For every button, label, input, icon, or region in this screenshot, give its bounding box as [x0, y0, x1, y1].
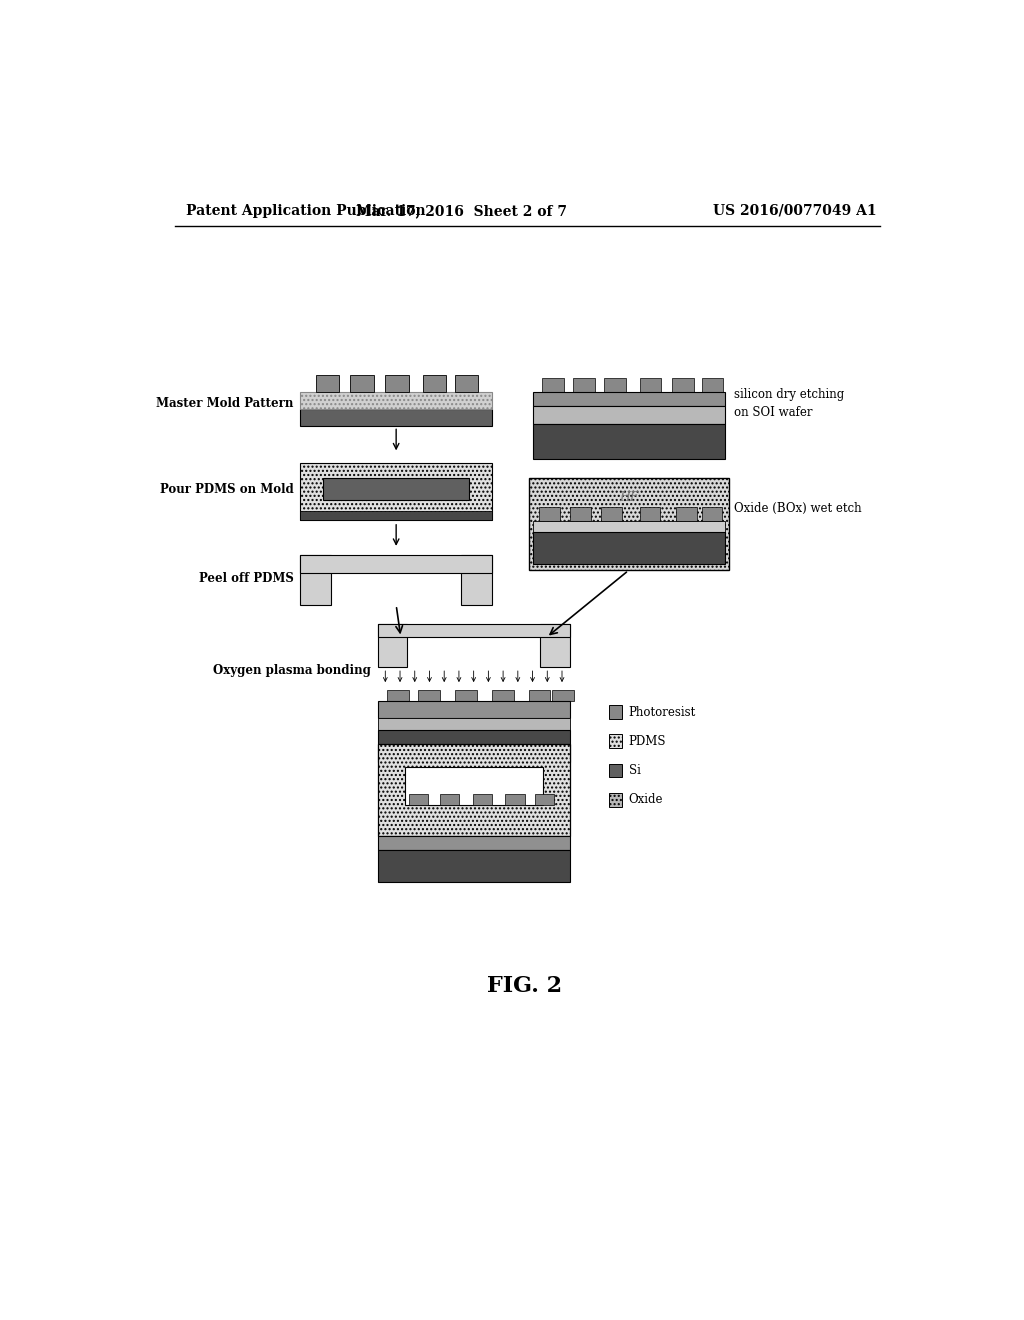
- Text: Oxide (BOx) wet etch: Oxide (BOx) wet etch: [734, 502, 861, 515]
- Bar: [455, 689, 477, 701]
- Bar: [532, 532, 725, 564]
- Text: Mar. 17, 2016  Sheet 2 of 7: Mar. 17, 2016 Sheet 2 of 7: [355, 203, 566, 218]
- Bar: [701, 507, 722, 521]
- Text: FIG. 2: FIG. 2: [487, 975, 562, 997]
- Bar: [378, 701, 569, 718]
- Bar: [378, 730, 569, 762]
- Bar: [528, 478, 729, 570]
- Bar: [569, 507, 591, 521]
- Bar: [541, 624, 569, 667]
- Bar: [532, 424, 725, 459]
- Bar: [608, 793, 623, 807]
- Bar: [378, 718, 569, 730]
- Bar: [404, 767, 543, 805]
- Bar: [552, 689, 573, 701]
- Bar: [672, 378, 693, 392]
- Text: Peel off PDMS: Peel off PDMS: [199, 572, 294, 585]
- Bar: [532, 392, 725, 405]
- Text: silicon dry etching
on SOI wafer: silicon dry etching on SOI wafer: [734, 388, 845, 418]
- Text: Si: Si: [629, 764, 641, 777]
- Bar: [532, 405, 725, 424]
- Bar: [378, 743, 569, 836]
- Text: US 2016/0077049 A1: US 2016/0077049 A1: [713, 203, 877, 218]
- Bar: [506, 793, 524, 805]
- Bar: [532, 521, 725, 532]
- Bar: [300, 392, 493, 409]
- Bar: [350, 375, 374, 392]
- Bar: [423, 375, 445, 392]
- Bar: [300, 554, 493, 573]
- Bar: [640, 507, 660, 521]
- Bar: [378, 624, 407, 667]
- Bar: [387, 689, 409, 701]
- Bar: [701, 378, 723, 392]
- Bar: [601, 507, 622, 521]
- Bar: [461, 554, 493, 605]
- Bar: [300, 462, 493, 520]
- Text: PDMS: PDMS: [629, 735, 667, 748]
- Text: Master Mold Pattern: Master Mold Pattern: [157, 397, 294, 409]
- Bar: [493, 689, 514, 701]
- Bar: [315, 375, 339, 392]
- Bar: [418, 689, 439, 701]
- Bar: [455, 375, 478, 392]
- Text: Photoresist: Photoresist: [629, 705, 696, 718]
- Bar: [300, 554, 331, 605]
- Bar: [385, 375, 409, 392]
- Bar: [604, 378, 626, 392]
- Bar: [535, 793, 554, 805]
- Bar: [378, 624, 569, 638]
- Text: Patent Application Publication: Patent Application Publication: [186, 203, 426, 218]
- Text: Pour PDMS on Mold: Pour PDMS on Mold: [160, 483, 294, 496]
- Bar: [324, 478, 469, 499]
- Bar: [378, 836, 569, 850]
- Bar: [473, 793, 493, 805]
- Bar: [378, 850, 569, 882]
- Bar: [539, 507, 560, 521]
- Bar: [300, 409, 493, 425]
- Bar: [608, 705, 623, 719]
- Text: HF: HF: [618, 491, 638, 504]
- Bar: [608, 763, 623, 777]
- Bar: [542, 378, 563, 392]
- Bar: [572, 378, 595, 392]
- Text: Oxide: Oxide: [629, 793, 664, 807]
- Bar: [439, 793, 459, 805]
- Bar: [640, 378, 662, 392]
- Bar: [608, 734, 623, 748]
- Bar: [409, 793, 428, 805]
- Bar: [528, 689, 550, 701]
- Bar: [676, 507, 697, 521]
- Bar: [300, 511, 493, 520]
- Text: Oxygen plasma bonding: Oxygen plasma bonding: [213, 664, 372, 677]
